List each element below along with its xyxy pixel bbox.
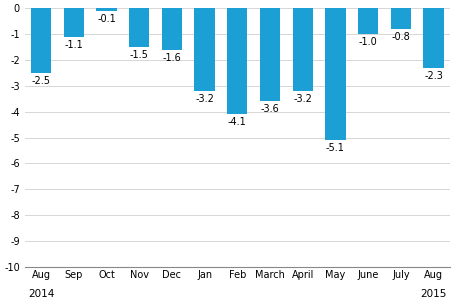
Text: -1.1: -1.1	[64, 40, 83, 50]
Bar	[129, 8, 149, 47]
Text: -1.0: -1.0	[359, 37, 377, 47]
Bar	[162, 8, 182, 50]
Text: -0.1: -0.1	[97, 14, 116, 24]
Bar	[292, 8, 313, 91]
Bar	[358, 8, 378, 34]
Text: -0.8: -0.8	[391, 32, 410, 42]
Bar	[194, 8, 215, 91]
Text: -1.6: -1.6	[163, 53, 181, 63]
Bar	[390, 8, 411, 29]
Text: -2.3: -2.3	[424, 71, 443, 81]
Text: -5.1: -5.1	[326, 143, 345, 153]
Text: 2014: 2014	[28, 289, 54, 299]
Bar	[423, 8, 444, 68]
Bar	[31, 8, 51, 73]
Bar	[260, 8, 280, 101]
Bar	[325, 8, 345, 140]
Text: -1.5: -1.5	[130, 50, 148, 60]
Text: -3.6: -3.6	[261, 104, 279, 114]
Text: 2015: 2015	[420, 289, 447, 299]
Text: -3.2: -3.2	[293, 94, 312, 104]
Bar	[96, 8, 117, 11]
Text: -3.2: -3.2	[195, 94, 214, 104]
Bar	[64, 8, 84, 37]
Text: -4.1: -4.1	[228, 117, 247, 127]
Text: -2.5: -2.5	[32, 76, 51, 86]
Bar	[227, 8, 247, 114]
